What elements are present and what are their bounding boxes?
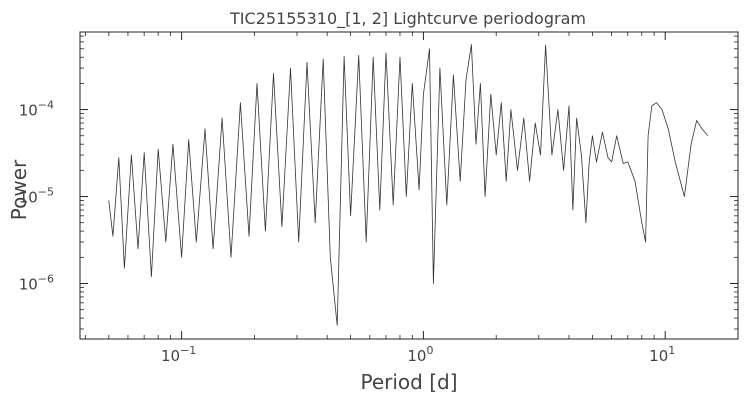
y-tick-label: 10−4 [19,99,54,120]
minor-ticks [80,32,738,339]
x-tick-labels: 10−1 100 101 [161,344,675,365]
plot-area [79,31,739,340]
plot-frame [79,31,739,340]
chart-title: TIC25155310_[1, 2] Lightcurve periodogra… [229,9,586,29]
major-ticks [80,32,738,339]
y-tick-label: 10−5 [19,186,54,207]
y-tick-label: 10−6 [19,272,54,293]
y-tick-labels: 10−6 10−5 10−4 [19,99,54,294]
x-tick-label: 101 [649,344,675,365]
x-tick-label: 100 [407,344,433,365]
y-axis-label: Power [7,159,31,220]
x-axis-label: Period [d] [360,370,457,394]
power-series-line [108,44,709,326]
x-tick-label: 10−1 [161,344,196,365]
